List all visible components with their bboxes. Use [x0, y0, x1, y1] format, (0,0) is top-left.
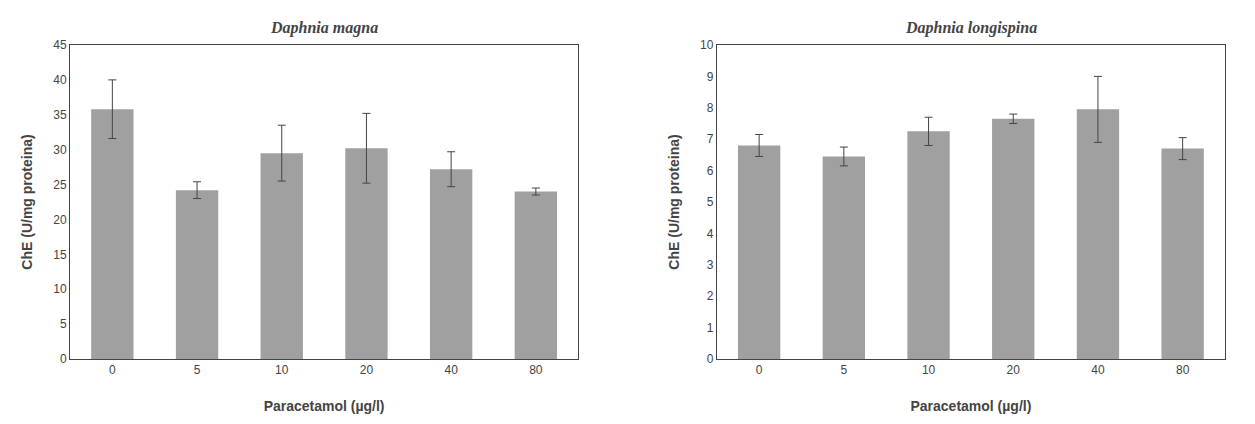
svg-text:15: 15 [53, 248, 67, 262]
svg-text:25: 25 [53, 178, 67, 192]
svg-text:40: 40 [444, 363, 458, 377]
svg-text:5: 5 [60, 317, 67, 331]
svg-text:40: 40 [53, 73, 67, 87]
svg-text:9: 9 [707, 70, 714, 84]
svg-text:10: 10 [53, 282, 67, 296]
svg-text:20: 20 [360, 363, 374, 377]
svg-text:4: 4 [707, 227, 714, 241]
svg-text:ChE (U/mg proteina): ChE (U/mg proteina) [666, 134, 682, 269]
svg-text:Paracetamol (µg/l): Paracetamol (µg/l) [910, 398, 1031, 414]
svg-text:40: 40 [1091, 363, 1105, 377]
svg-text:10: 10 [275, 363, 289, 377]
svg-text:0: 0 [707, 352, 714, 366]
svg-text:10: 10 [700, 38, 714, 52]
svg-text:Daphnia magna: Daphnia magna [270, 19, 378, 37]
svg-text:0: 0 [109, 363, 116, 377]
svg-text:2: 2 [707, 289, 714, 303]
svg-text:80: 80 [529, 363, 543, 377]
svg-text:35: 35 [53, 108, 67, 122]
svg-text:6: 6 [707, 164, 714, 178]
svg-text:8: 8 [707, 101, 714, 115]
svg-text:3: 3 [707, 258, 714, 272]
svg-text:20: 20 [1007, 363, 1021, 377]
svg-text:Paracetamol (µg/l): Paracetamol (µg/l) [264, 398, 385, 414]
svg-text:20: 20 [53, 213, 67, 227]
svg-text:Daphnia longispina: Daphnia longispina [905, 19, 1037, 37]
svg-text:5: 5 [707, 195, 714, 209]
svg-text:5: 5 [194, 363, 201, 377]
svg-text:7: 7 [707, 132, 714, 146]
svg-text:0: 0 [60, 352, 67, 366]
svg-text:0: 0 [756, 363, 763, 377]
svg-text:30: 30 [53, 143, 67, 157]
svg-text:ChE (U/mg proteina): ChE (U/mg proteina) [19, 134, 35, 269]
svg-text:5: 5 [841, 363, 848, 377]
svg-text:1: 1 [707, 321, 714, 335]
svg-text:80: 80 [1176, 363, 1190, 377]
svg-text:10: 10 [922, 363, 936, 377]
svg-text:45: 45 [53, 38, 67, 52]
